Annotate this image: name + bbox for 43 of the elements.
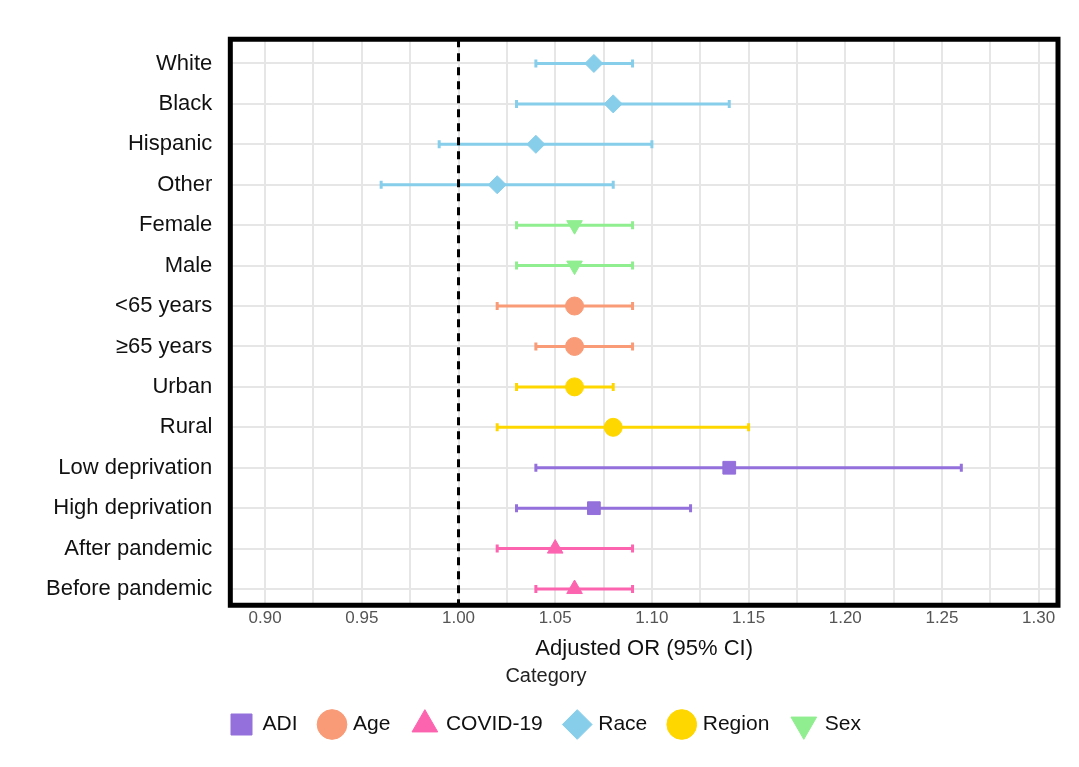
point (603, 417, 623, 437)
y-tick-label: Low deprivation (58, 453, 213, 479)
y-tick-label: ≥65 years (115, 332, 213, 358)
point (546, 539, 564, 554)
y-tick-label: Other (157, 170, 213, 196)
legend-title: Category (505, 663, 587, 686)
legend-label: ADI (262, 711, 298, 735)
legend-label: COVID-19 (445, 711, 543, 735)
x-tick-label: 0.95 (345, 608, 379, 628)
point (565, 296, 585, 316)
x-tick-label: 0.90 (248, 608, 282, 628)
x-tick-label: 1.15 (732, 608, 766, 628)
y-tick-label: Male (164, 251, 213, 277)
x-tick-label: 1.10 (635, 608, 669, 628)
point (566, 579, 583, 595)
legend-label: Sex (824, 711, 862, 735)
point (565, 336, 585, 356)
y-tick-label: High deprivation (53, 494, 213, 520)
x-tick-label: 1.05 (538, 608, 572, 628)
legend-label: Race (598, 711, 648, 735)
legend-label: Region (702, 711, 770, 735)
legend-label: Age (353, 711, 391, 735)
y-tick-label: Female (138, 211, 213, 237)
x-tick-label: 1.25 (925, 608, 959, 628)
point (487, 175, 507, 195)
x-tick-label: 1.30 (1022, 608, 1056, 628)
y-tick-label: White (156, 49, 213, 75)
x-tick-label: 1.00 (441, 608, 476, 628)
y-tick-label: Hispanic (127, 130, 213, 156)
point (526, 134, 546, 154)
y-tick-label: Before pandemic (45, 575, 213, 601)
x-axis-title: Adjusted OR (95% CI) (535, 634, 753, 660)
y-tick-label: Urban (152, 372, 213, 398)
y-tick-label: <65 years (115, 292, 213, 318)
point (722, 460, 737, 475)
y-tick-label: After pandemic (64, 534, 213, 560)
point (587, 501, 601, 516)
y-tick-label: Rural (159, 413, 213, 439)
y-tick-label: Black (158, 89, 214, 115)
point (603, 94, 623, 114)
point (584, 53, 604, 73)
x-tick-label: 1.20 (828, 608, 862, 628)
point (565, 377, 585, 397)
